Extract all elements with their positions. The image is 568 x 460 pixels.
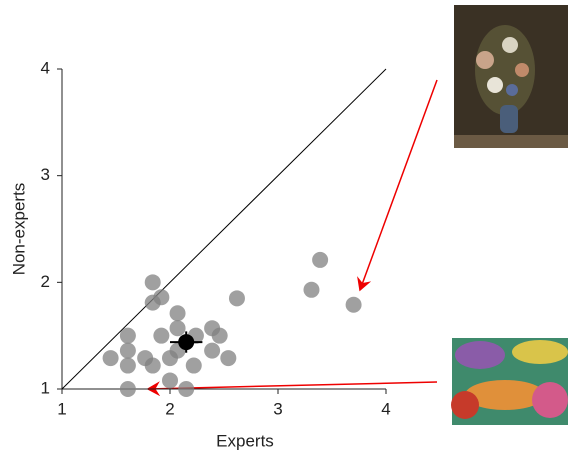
painting-landscape [451, 338, 568, 425]
point [145, 274, 161, 290]
point [120, 328, 136, 344]
y-axis-label: Non-experts [9, 183, 28, 276]
point [153, 328, 169, 344]
x-tick-label: 4 [381, 399, 390, 418]
point [212, 328, 228, 344]
point [120, 343, 136, 359]
y-tick-label: 4 [41, 58, 50, 77]
point [346, 297, 362, 313]
point [178, 381, 194, 397]
point [229, 290, 245, 306]
point [120, 358, 136, 374]
point [145, 358, 161, 374]
painting-flowers [454, 5, 568, 148]
mean-point [178, 334, 194, 350]
point [162, 372, 178, 388]
point [303, 282, 319, 298]
y-tick-label: 2 [41, 272, 50, 291]
point [186, 358, 202, 374]
x-tick-label: 3 [273, 399, 282, 418]
x-tick-label: 1 [57, 399, 66, 418]
point [170, 305, 186, 321]
point [170, 320, 186, 336]
y-tick-label: 3 [41, 165, 50, 184]
x-axis-label: Experts [216, 431, 274, 450]
y-tick-label: 1 [41, 378, 50, 397]
point [312, 252, 328, 268]
point [120, 381, 136, 397]
point [153, 289, 169, 305]
point [220, 350, 236, 366]
point [204, 343, 220, 359]
x-tick-label: 2 [165, 399, 174, 418]
chart: Experts Non-experts 1 2 3 4 1 2 3 4 [0, 0, 568, 460]
arrow [360, 80, 437, 290]
point [103, 350, 119, 366]
